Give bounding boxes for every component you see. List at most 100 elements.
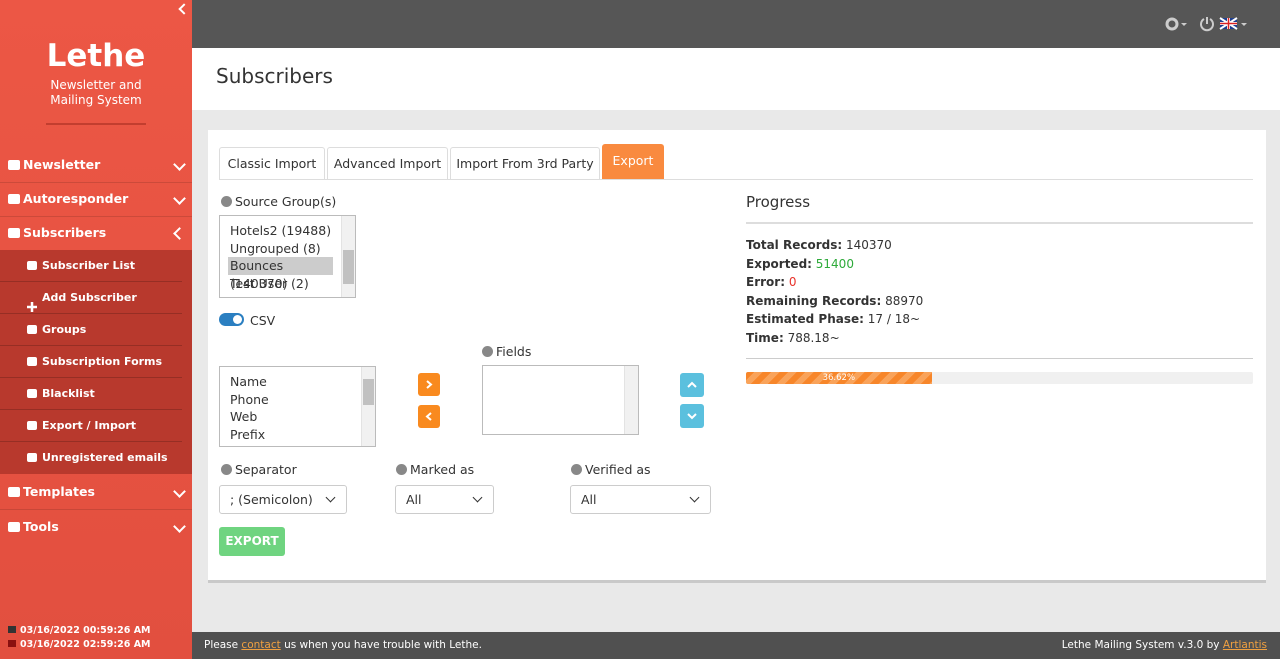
select-value: All	[581, 492, 597, 507]
available-fields[interactable]: Name Phone Web Prefix	[219, 366, 376, 447]
source-list[interactable]: Hotels2 (19488) Ungrouped (8) Bounces (1…	[219, 215, 356, 298]
label: Verified as	[571, 462, 651, 477]
footer-text: us when you have trouble with Lethe.	[284, 639, 482, 651]
scrollbar[interactable]	[361, 367, 375, 446]
stat-row: Error: 0	[746, 275, 796, 289]
option[interactable]: Phone	[230, 391, 269, 407]
csv-toggle[interactable]	[219, 313, 244, 326]
submenu-item[interactable]: Blacklist	[0, 378, 182, 410]
artlantis-link[interactable]: Artlantis	[1222, 639, 1267, 651]
scrollbar[interactable]	[624, 366, 638, 434]
tab[interactable]: Advanced Import	[327, 147, 448, 179]
stat-value: 0	[788, 275, 797, 290]
divider	[746, 222, 1253, 224]
submenu-item[interactable]: Subscriber List	[0, 250, 182, 282]
topbar-icons	[1165, 17, 1247, 32]
menu-label: Autoresponder	[23, 191, 129, 206]
menu-label: Subscribers	[23, 225, 107, 240]
marked-select[interactable]: All	[395, 485, 494, 514]
stat-label: Exported:	[746, 256, 812, 271]
tab-line	[219, 179, 1253, 180]
collapse-icon[interactable]	[178, 3, 190, 15]
date: 03/16/2022 00:59:26 AM	[20, 625, 151, 636]
option[interactable]: Ungrouped (8)	[230, 240, 321, 256]
submenu-label: Export / Import	[42, 419, 137, 432]
brand-subtitle: Newsletter and Mailing System	[50, 78, 142, 107]
menu-label: Tools	[23, 519, 59, 534]
option[interactable]: Web	[230, 409, 258, 424]
progress-label: 36.62%	[822, 373, 856, 383]
page-title: Subscribers	[216, 64, 333, 88]
stat-label: Time:	[746, 331, 784, 345]
submenu-label: Add Subscriber	[42, 291, 137, 304]
menu-item[interactable]: Subscribers	[0, 216, 192, 251]
option[interactable]: Name	[230, 374, 267, 389]
submenu-item[interactable]: Unregistered emails	[0, 442, 182, 473]
export-button[interactable]: EXPORT	[219, 527, 285, 556]
label: Separator	[221, 462, 297, 477]
stat-label: Remaining Records:	[746, 293, 882, 308]
brand-title: Lethe	[46, 38, 146, 74]
select-value: ; (Semicolon)	[230, 492, 313, 507]
tab[interactable]: Classic Import	[219, 147, 325, 179]
sidebar: Lethe Newsletter and Mailing System News…	[0, 0, 192, 659]
menu-label: Newsletter	[23, 157, 101, 172]
menu-item[interactable]: Newsletter	[0, 148, 192, 183]
menu-item[interactable]: Autoresponder	[0, 182, 192, 217]
date-row: 03/16/2022 02:59:26 AM	[8, 638, 151, 652]
stat-value: 788.18~	[787, 331, 840, 345]
submenu-item[interactable]: Add Subscriber	[0, 282, 182, 314]
label: Fields	[482, 344, 531, 359]
progress-title: Progress	[746, 193, 811, 211]
move-buttons	[418, 373, 440, 428]
stat-row: Remaining Records: 88970	[746, 294, 923, 308]
menu-item[interactable]: Templates	[0, 475, 192, 510]
submenu-item[interactable]: Export / Import	[0, 410, 182, 442]
selected-fields[interactable]	[482, 365, 639, 435]
progress-track: 36.62%	[746, 372, 1253, 384]
page-header: Subscribers	[192, 48, 1280, 110]
panel	[208, 130, 1266, 580]
stat-label: Estimated Phase:	[746, 312, 864, 327]
csv-label: CSV	[250, 313, 276, 328]
option-selected[interactable]: Bounces (140370)	[228, 257, 333, 291]
submenu: Subscriber List Add Subscriber Groups Su…	[0, 250, 192, 474]
select-value: All	[406, 492, 422, 507]
move-down-button[interactable]	[680, 404, 704, 428]
stat-row: Exported: 51400	[746, 257, 854, 271]
stat-label: Error:	[746, 275, 785, 290]
footer-left: Please contact us when you have trouble …	[204, 632, 482, 659]
move-up-button[interactable]	[680, 373, 704, 397]
label-text: Separator	[235, 462, 297, 477]
tab[interactable]: Import From 3rd Party	[450, 147, 600, 179]
date-row: 03/16/2022 00:59:26 AM	[8, 624, 151, 638]
separator-select[interactable]: ; (Semicolon)	[219, 485, 347, 514]
stat-value: 88970	[885, 293, 924, 308]
contact-link[interactable]: contact	[241, 639, 281, 651]
topbar	[192, 0, 1280, 48]
footer: Please contact us when you have trouble …	[192, 632, 1280, 659]
submenu-label: Subscriber List	[42, 259, 136, 272]
submenu-label: Blacklist	[42, 387, 95, 400]
label: Source Group(s)	[221, 194, 336, 209]
settings-icon[interactable]	[1165, 17, 1179, 31]
stat-row: Time: 788.18~	[746, 331, 840, 345]
verified-select[interactable]: All	[570, 485, 711, 514]
menu-item[interactable]: Tools	[0, 510, 192, 544]
move-right-button[interactable]	[418, 373, 440, 396]
plus-icon	[27, 302, 37, 312]
submenu-item[interactable]: Groups	[0, 314, 182, 346]
option[interactable]: Test User (2)	[230, 275, 309, 291]
tab-active[interactable]: Export	[602, 144, 664, 179]
power-icon[interactable]	[1200, 18, 1214, 32]
option[interactable]: Hotels2 (19488)	[230, 223, 332, 238]
move-left-button[interactable]	[418, 405, 440, 428]
option[interactable]: Prefix	[230, 426, 266, 442]
submenu-item[interactable]: Subscription Forms	[0, 346, 182, 378]
stat-value: 140370	[845, 238, 892, 252]
scrollbar[interactable]	[341, 216, 355, 297]
footer-right: Lethe Mailing System v.3.0 by Artlantis	[1062, 632, 1267, 659]
label: Marked as	[396, 462, 474, 477]
label-text: Fields	[496, 344, 532, 359]
